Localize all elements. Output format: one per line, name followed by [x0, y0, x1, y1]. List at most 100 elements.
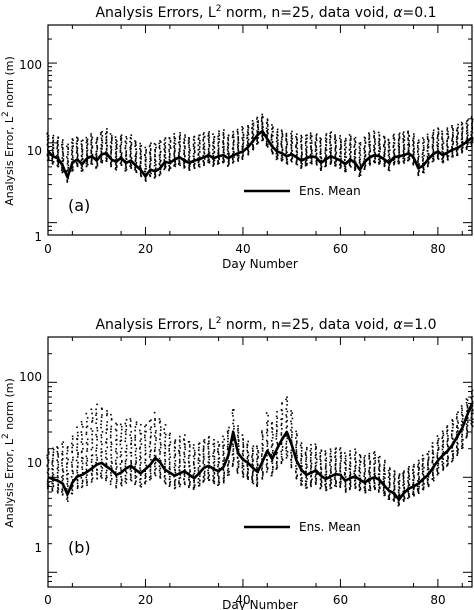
member-point [82, 426, 84, 428]
member-point [198, 166, 201, 168]
member-point [437, 139, 440, 142]
member-point [86, 450, 88, 452]
member-point [398, 137, 401, 140]
member-point [354, 464, 357, 467]
member-point [369, 463, 371, 465]
member-point [251, 120, 254, 122]
member-point [96, 438, 98, 441]
member-point [134, 145, 136, 147]
member-point [261, 477, 263, 479]
member-point [421, 465, 424, 468]
member-point [86, 457, 88, 460]
member-point [455, 150, 458, 153]
member-point [95, 461, 97, 464]
member-point [378, 140, 380, 143]
member-point [81, 153, 84, 156]
member-point [100, 407, 103, 410]
member-point [314, 142, 317, 144]
member-point [86, 425, 89, 428]
member-point [47, 473, 50, 475]
member-point [261, 442, 264, 445]
member-point [168, 473, 170, 475]
member-point [285, 449, 288, 452]
member-point [417, 474, 420, 476]
member-point [407, 147, 410, 149]
member-point [57, 151, 59, 154]
member-point [422, 487, 425, 489]
member-point [56, 150, 59, 153]
member-point [281, 156, 284, 159]
member-point [173, 449, 176, 452]
member-point [436, 148, 439, 150]
member-point [52, 447, 54, 450]
member-point [110, 153, 112, 155]
member-point [286, 163, 289, 165]
member-point [115, 480, 118, 483]
member-point [232, 438, 235, 440]
member-point [110, 413, 112, 416]
member-point [145, 158, 147, 161]
member-point [120, 454, 123, 456]
member-point [179, 454, 181, 457]
member-point [169, 443, 171, 446]
member-point [324, 474, 327, 476]
member-point [178, 452, 181, 455]
member-point [189, 481, 191, 483]
member-point [173, 136, 176, 138]
member-point [91, 454, 94, 456]
member-point [144, 434, 146, 437]
member-point [227, 440, 229, 443]
member-point [382, 145, 385, 148]
member-point [329, 469, 332, 472]
member-point [276, 137, 278, 140]
member-point [436, 456, 439, 458]
member-point [47, 487, 49, 489]
member-point [124, 440, 127, 443]
member-point [100, 150, 103, 153]
member-point [140, 145, 143, 147]
member-point [91, 468, 94, 471]
member-point [134, 450, 137, 453]
member-point [265, 134, 268, 136]
member-point [212, 479, 214, 482]
member-point [466, 410, 468, 413]
member-point [86, 417, 89, 419]
member-point [320, 484, 322, 486]
member-point [393, 133, 395, 136]
member-point [231, 148, 234, 150]
member-point [57, 161, 60, 164]
legend-label: Ens. Mean [299, 520, 361, 534]
member-point [393, 160, 396, 163]
member-point [120, 425, 123, 428]
member-point [305, 155, 308, 158]
member-point [91, 145, 94, 147]
member-point [432, 140, 435, 142]
member-point [413, 494, 415, 497]
member-point [383, 470, 386, 472]
member-point [442, 451, 445, 453]
member-point [213, 482, 216, 485]
member-point [100, 440, 102, 443]
x-axis-label: Day Number [222, 598, 298, 610]
member-point [251, 472, 254, 475]
member-point [417, 472, 420, 474]
member-point [290, 148, 293, 150]
member-point [144, 482, 146, 485]
ensemble-members [46, 113, 474, 183]
member-point [135, 156, 138, 158]
member-point [144, 458, 147, 461]
member-point [456, 426, 458, 428]
member-point [164, 424, 167, 426]
member-point [125, 153, 127, 155]
member-point [228, 154, 230, 156]
member-point [222, 137, 225, 140]
member-point [149, 436, 152, 439]
member-point [358, 474, 361, 477]
member-point [281, 418, 284, 420]
member-point [310, 468, 312, 470]
member-point [47, 139, 49, 142]
member-point [344, 457, 347, 460]
member-point [252, 482, 255, 485]
member-point [452, 131, 454, 134]
member-point [325, 475, 328, 478]
